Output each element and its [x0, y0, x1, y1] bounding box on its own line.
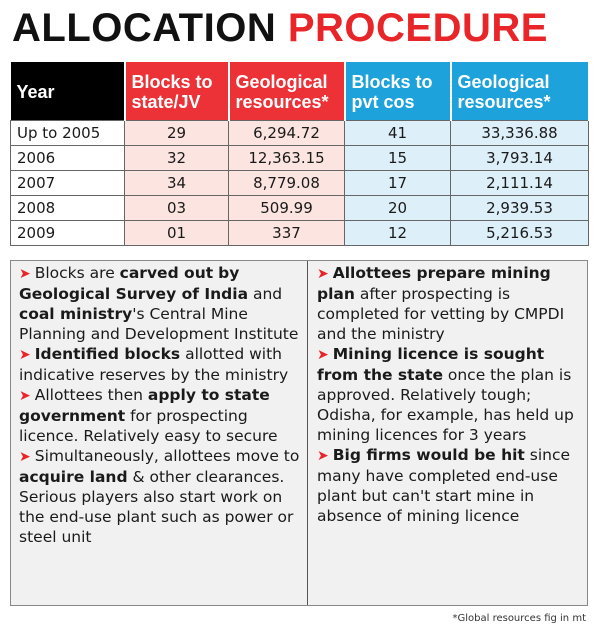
arrow-icon: ➤ — [19, 449, 31, 465]
table-header-row: Year Blocks to state/JV Geological resourc… — [10, 62, 590, 121]
cell-geo-pvt: 3,793.14 — [450, 145, 589, 171]
cell-geo-pvt: 2,939.53 — [450, 195, 589, 221]
cell-blocks-pvt: 15 — [344, 145, 451, 171]
header-geological-resources-pvt: Geological resources* — [450, 62, 590, 121]
footnote: *Global resources fig in mt — [452, 613, 586, 624]
note-big-firms: ➤ Big firms would be hit since many have … — [317, 446, 571, 525]
table-row: 2007 34 8,779.08 17 2,111.14 — [10, 170, 589, 196]
cell-year: 2009 — [10, 220, 125, 246]
note-acquire-land: ➤ Simultaneously, allottees move to acqui… — [19, 447, 300, 546]
arrow-icon: ➤ — [19, 388, 31, 404]
headline: ALLOCATION PROCEDURE — [12, 4, 548, 52]
note-apply-state: ➤ Allottees then apply to state governmen… — [19, 386, 278, 445]
cell-blocks-state: 01 — [124, 220, 229, 246]
cell-geo-pvt: 5,216.53 — [450, 220, 589, 246]
procedure-notes-box: ➤ Blocks are carved out by Geological Sur… — [10, 260, 588, 606]
cell-blocks-pvt: 41 — [344, 120, 451, 146]
cell-blocks-state: 29 — [124, 120, 229, 146]
arrow-icon: ➤ — [317, 347, 329, 363]
cell-geo-state: 12,363.15 — [228, 145, 345, 171]
header-blocks-to-state: Blocks to state/JV — [124, 62, 230, 121]
cell-geo-pvt: 33,336.88 — [450, 120, 589, 146]
cell-geo-state: 337 — [228, 220, 345, 246]
header-year: Year — [10, 62, 126, 121]
note-identified-blocks: ➤ Identified blocks allotted with indicat… — [19, 345, 289, 384]
cell-geo-state: 8,779.08 — [228, 170, 345, 196]
cell-blocks-pvt: 12 — [344, 220, 451, 246]
cell-geo-state: 6,294.72 — [228, 120, 345, 146]
table-row: 2009 01 337 12 5,216.53 — [10, 220, 589, 246]
note-mining-plan: ➤ Allottees prepare mining plan after pro… — [317, 264, 565, 343]
headline-word-procedure: PROCEDURE — [287, 6, 548, 50]
cell-geo-pvt: 2,111.14 — [450, 170, 589, 196]
cell-year: 2007 — [10, 170, 125, 196]
table-row: Up to 2005 29 6,294.72 41 33,336.88 — [10, 120, 589, 146]
cell-blocks-pvt: 20 — [344, 195, 451, 221]
notes-left-column: ➤ Blocks are carved out by Geological Sur… — [19, 263, 301, 547]
cell-year: 2008 — [10, 195, 125, 221]
arrow-icon: ➤ — [19, 266, 31, 282]
arrow-icon: ➤ — [317, 448, 329, 464]
cell-blocks-state: 34 — [124, 170, 229, 196]
notes-right-column: ➤ Allottees prepare mining plan after pro… — [317, 263, 583, 526]
arrow-icon: ➤ — [317, 266, 329, 282]
cell-blocks-state: 03 — [124, 195, 229, 221]
cell-blocks-pvt: 17 — [344, 170, 451, 196]
headline-word-allocation: ALLOCATION — [12, 6, 277, 50]
allocation-table: Year Blocks to state/JV Geological resourc… — [10, 62, 590, 246]
cell-year: Up to 2005 — [10, 120, 125, 146]
header-blocks-to-pvt: Blocks to pvt cos — [344, 62, 452, 121]
table-row: 2006 32 12,363.15 15 3,793.14 — [10, 145, 589, 171]
cell-blocks-state: 32 — [124, 145, 229, 171]
header-geological-resources-state: Geological resources* — [228, 62, 346, 121]
column-divider — [307, 261, 308, 605]
arrow-icon: ➤ — [19, 347, 31, 363]
note-mining-licence: ➤ Mining licence is sought from the state… — [317, 345, 574, 444]
table-row: 2008 03 509.99 20 2,939.53 — [10, 195, 589, 221]
note-carved-out: ➤ Blocks are carved out by Geological Sur… — [19, 264, 299, 343]
cell-geo-state: 509.99 — [228, 195, 345, 221]
cell-year: 2006 — [10, 145, 125, 171]
